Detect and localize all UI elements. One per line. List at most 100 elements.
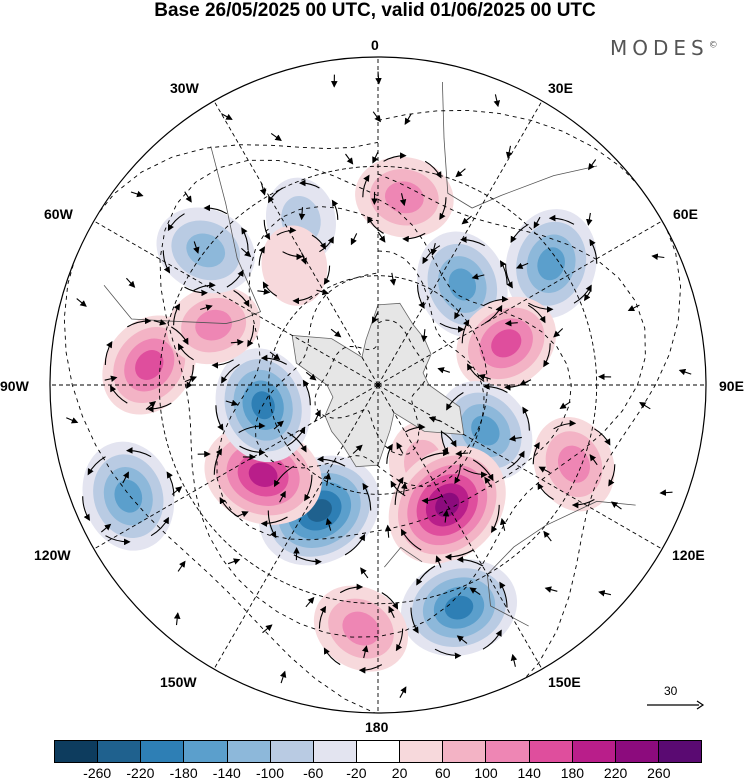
lon-label-180: 180 xyxy=(365,719,389,735)
modes-logo: MODES© xyxy=(610,36,718,60)
wind-arrow xyxy=(446,392,464,411)
wind-arrow xyxy=(435,555,442,568)
wind-arrow xyxy=(66,417,79,424)
map-boundary xyxy=(49,56,707,714)
anomaly-contour xyxy=(537,247,565,281)
wind-arrow xyxy=(304,474,313,502)
wind-arrow xyxy=(522,406,530,431)
wind-arrow xyxy=(384,524,392,538)
wind-arrow xyxy=(325,517,333,531)
wind-arrow xyxy=(127,317,152,328)
wind-arrow xyxy=(483,383,508,393)
wind-arrow xyxy=(358,664,383,674)
wind-arrow xyxy=(193,241,200,254)
anomaly-contour xyxy=(444,595,474,620)
wind-arrow xyxy=(330,328,342,338)
coastline xyxy=(486,500,636,627)
wind-arrow xyxy=(598,590,612,597)
anomaly-contour xyxy=(248,462,278,488)
wind-arrow xyxy=(150,516,169,537)
wind-arrow xyxy=(298,207,306,221)
wind-arrow xyxy=(184,286,208,297)
wind-arrow xyxy=(211,359,234,369)
brand-mark: © xyxy=(708,40,718,51)
wind-arrow xyxy=(543,530,552,542)
wind-arrow xyxy=(388,605,395,618)
wind-arrow xyxy=(586,212,593,226)
wind-arrow xyxy=(428,416,442,423)
arrow-right-icon xyxy=(647,700,705,710)
anomaly-contour xyxy=(135,350,164,380)
wind-arrow xyxy=(399,193,407,207)
wind-arrow xyxy=(505,263,513,289)
wind-arrow xyxy=(350,233,358,246)
wind-arrow xyxy=(126,447,152,458)
colorbar-tick-label: 180 xyxy=(560,765,585,781)
wind-arrow xyxy=(367,216,384,234)
anomaly-contour xyxy=(261,225,328,306)
wind-vectors xyxy=(66,71,692,698)
wind-arrow xyxy=(483,295,509,306)
wind-arrow xyxy=(110,385,128,404)
wind-arrow xyxy=(460,236,485,247)
wind-arrow xyxy=(305,371,317,381)
wind-arrow xyxy=(439,322,465,333)
meridian-line xyxy=(213,100,379,386)
map-title: Base 26/05/2025 00 UTC, valid 01/06/2025… xyxy=(154,0,596,21)
colorbar-segment xyxy=(528,741,572,762)
wind-arrow xyxy=(482,629,502,650)
wind-arrow xyxy=(510,653,518,667)
colorbar-segment xyxy=(140,741,184,762)
wind-arrow xyxy=(279,670,287,684)
colorbar-segment xyxy=(312,741,356,762)
wind-arrow xyxy=(311,234,326,250)
wind-arrow xyxy=(104,341,113,366)
wind-arrow xyxy=(533,216,541,229)
wind-arrow xyxy=(544,586,558,593)
wind-arrow xyxy=(153,319,167,326)
wind-arrow xyxy=(454,307,462,320)
wind-arrow xyxy=(484,304,503,324)
wind-arrow xyxy=(499,518,507,531)
wind-arrow xyxy=(510,223,529,243)
meridian-line xyxy=(377,384,663,550)
wind-arrow xyxy=(362,645,369,659)
wind-arrow xyxy=(300,252,307,265)
wind-arrow xyxy=(323,647,341,666)
anomaly-contour xyxy=(186,233,226,268)
wind-arrow xyxy=(528,302,554,313)
vector-scale-label: 30 xyxy=(664,684,678,698)
anomaly-contour xyxy=(471,415,500,446)
height-contour xyxy=(254,250,485,488)
wind-arrow xyxy=(372,111,381,123)
wind-arrow xyxy=(437,367,450,374)
colorbar-segment xyxy=(442,741,486,762)
colorbar-tick-label: 100 xyxy=(474,765,498,781)
wind-arrow xyxy=(173,303,181,326)
anomaly-contour xyxy=(195,309,232,341)
wind-arrow xyxy=(651,253,665,260)
brand-name: MODES xyxy=(610,36,709,60)
wind-arrow xyxy=(404,423,426,433)
wind-arrow xyxy=(395,628,404,652)
wind-arrow xyxy=(177,560,186,572)
wind-arrow xyxy=(239,445,266,456)
wind-arrow xyxy=(130,190,144,198)
wind-arrow xyxy=(82,496,90,521)
wind-arrow xyxy=(247,325,255,348)
colorbar-segment xyxy=(226,741,270,762)
wind-arrow xyxy=(519,379,532,386)
colorbar-segment xyxy=(657,741,702,762)
wind-arrow xyxy=(455,168,466,178)
wind-arrow xyxy=(166,471,175,497)
wind-arrow xyxy=(316,288,330,296)
wind-arrow xyxy=(360,567,369,579)
colorbar xyxy=(54,740,702,763)
height-contours xyxy=(63,109,682,713)
wind-arrow xyxy=(87,456,106,476)
meridian-line xyxy=(93,384,379,550)
wind-arrow xyxy=(421,495,443,505)
wind-arrow xyxy=(162,250,171,274)
wind-arrow xyxy=(238,422,266,433)
wind-arrow xyxy=(318,605,327,629)
